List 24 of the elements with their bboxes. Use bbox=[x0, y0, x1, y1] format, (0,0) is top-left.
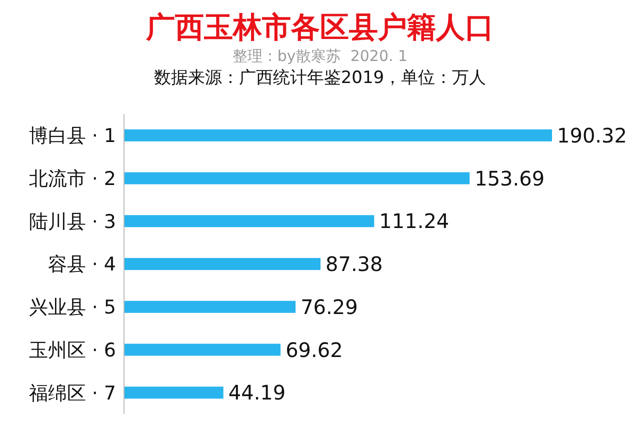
bar bbox=[124, 172, 470, 184]
bar bbox=[124, 386, 224, 399]
data-label: 76.29 bbox=[300, 294, 358, 319]
data-label: 111.24 bbox=[379, 209, 450, 234]
y-tick-label: 博白县 · 1 bbox=[28, 125, 116, 148]
y-tick-label: 福绵区 · 7 bbox=[28, 382, 116, 404]
bar bbox=[124, 215, 374, 228]
data-label: 69.62 bbox=[286, 338, 343, 362]
y-tick-label: 兴业县 · 5 bbox=[28, 296, 116, 319]
bar bbox=[124, 300, 296, 313]
y-tick-label: 陆川县 · 3 bbox=[28, 210, 116, 233]
y-tick-label: 玉州区 · 6 bbox=[28, 339, 116, 362]
bar bbox=[124, 129, 552, 142]
bar bbox=[124, 258, 321, 270]
data-label: 87.38 bbox=[326, 252, 383, 276]
bar bbox=[124, 344, 281, 356]
chart-title: 广西玉林市各区县户籍人口 bbox=[144, 9, 495, 46]
y-tick-label: 北流市 · 2 bbox=[28, 168, 116, 190]
data-label: 44.19 bbox=[228, 380, 286, 405]
data-label: 153.69 bbox=[474, 166, 545, 190]
source-note: 数据来源：广西统计年鉴2019，单位：万人 bbox=[152, 67, 488, 90]
chart-subtitle: 整理：by散寒苏 2020. 1 bbox=[231, 46, 409, 66]
data-label: 190.32 bbox=[557, 124, 627, 148]
y-tick-label: 容县 · 4 bbox=[48, 254, 116, 276]
